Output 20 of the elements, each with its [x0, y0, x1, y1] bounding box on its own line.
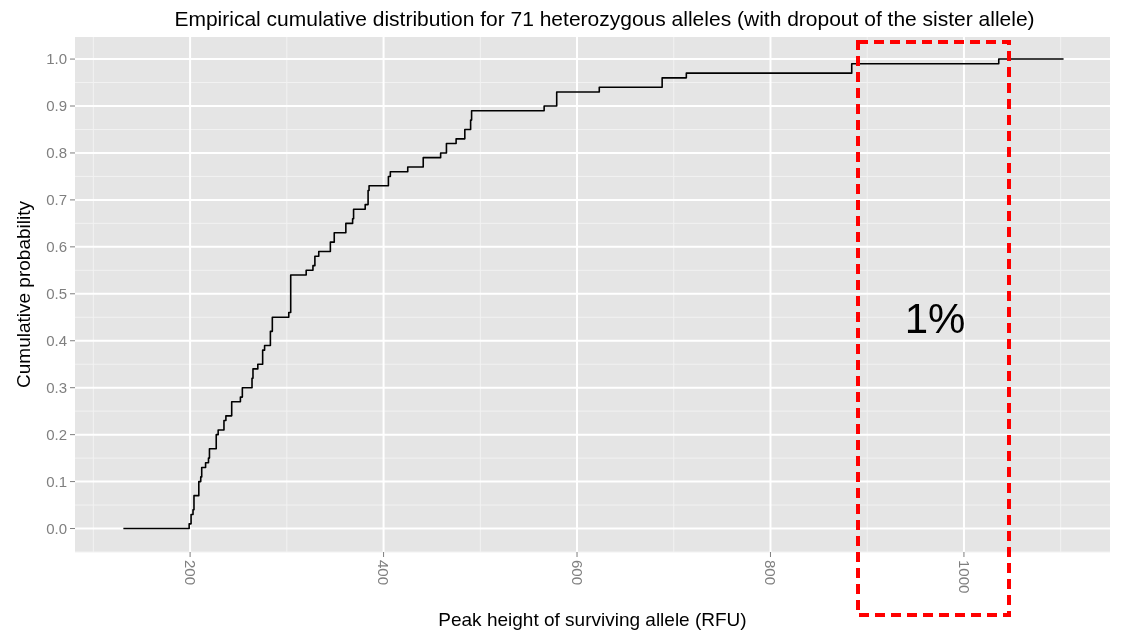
chart-title: Empirical cumulative distribution for 71 heterozygous alleles (with dropout of the sister allele) [174, 7, 1035, 30]
y-tick-label: 0.7 [46, 191, 67, 209]
x-tick-label: 200 [181, 560, 199, 586]
x-tick-label: 600 [568, 560, 586, 586]
y-tick-label: 0.0 [46, 519, 67, 537]
y-tick-label: 0.8 [46, 144, 67, 162]
y-tick-label: 0.3 [46, 378, 67, 396]
x-tick-label: 400 [375, 560, 393, 586]
y-tick-label: 0.9 [46, 97, 67, 115]
annotation: 1% [904, 294, 966, 342]
x-tick-label: 800 [762, 560, 780, 586]
y-tick-label: 0.1 [46, 472, 67, 490]
y-axis-title: Cumulative probability [13, 200, 34, 388]
y-tick-label: 0.2 [46, 425, 67, 443]
y-tick-label: 1.0 [46, 50, 67, 68]
y-tick-label: 0.4 [46, 331, 67, 349]
x-axis-title: Peak height of surviving allele (RFU) [438, 609, 747, 630]
y-tick-label: 0.6 [46, 238, 67, 256]
y-tick-label: 0.5 [46, 285, 67, 303]
x-tick-label: 1000 [955, 560, 973, 594]
